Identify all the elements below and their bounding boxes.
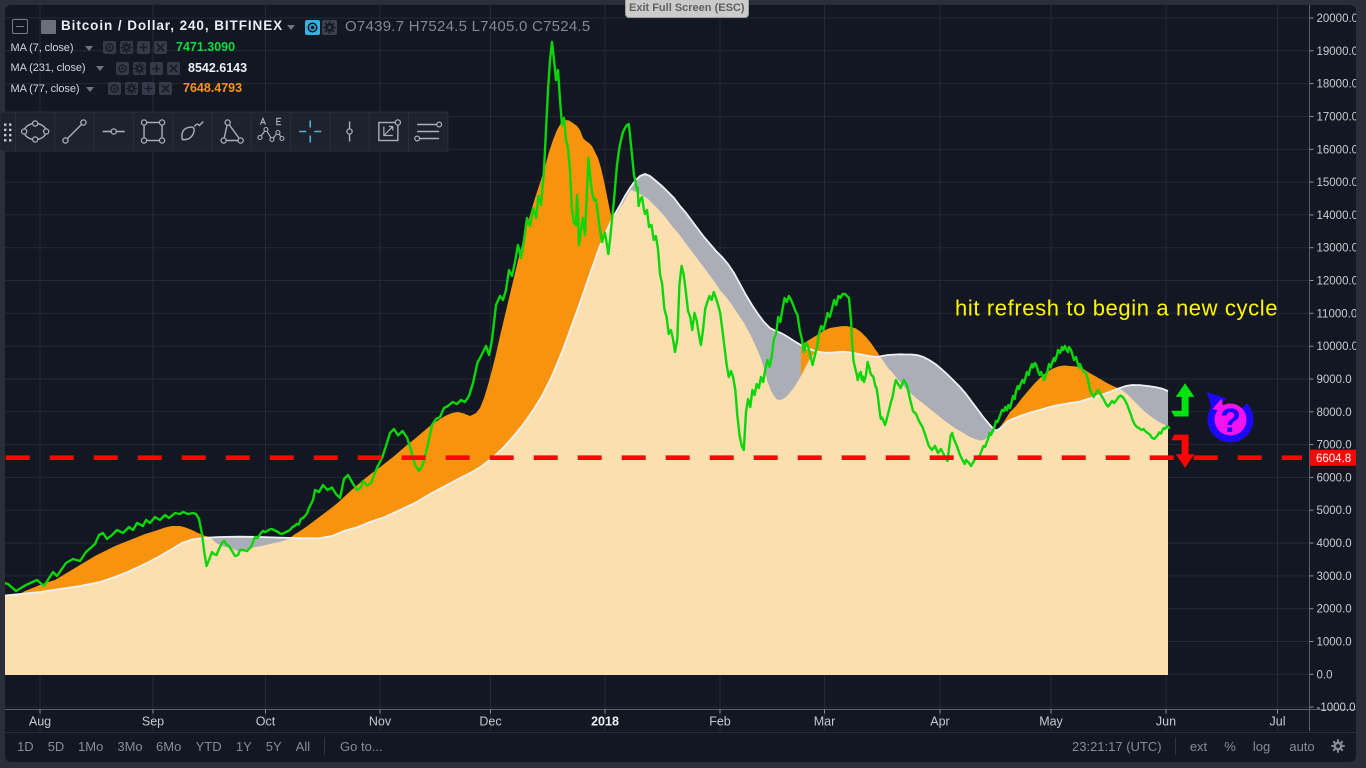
svg-text:2000.0: 2000.0 (1317, 604, 1352, 616)
svg-text:Apr: Apr (930, 715, 949, 729)
svg-text:20000.0: 20000.0 (1317, 13, 1357, 25)
svg-text:0.0: 0.0 (1317, 669, 1333, 681)
svg-text:Jun: Jun (1156, 715, 1176, 729)
svg-text:5000.0: 5000.0 (1317, 505, 1352, 517)
svg-text:12000.0: 12000.0 (1317, 276, 1357, 288)
svg-text:19000.0: 19000.0 (1317, 46, 1357, 58)
svg-text:14000.0: 14000.0 (1317, 210, 1357, 222)
svg-text:9000.0: 9000.0 (1317, 374, 1352, 386)
svg-text:Mar: Mar (814, 715, 836, 729)
svg-text:18000.0: 18000.0 (1317, 79, 1357, 91)
svg-text:2018: 2018 (591, 715, 619, 729)
svg-text:3000.0: 3000.0 (1317, 571, 1352, 583)
svg-text:7000.0: 7000.0 (1317, 440, 1352, 452)
svg-text:4000.0: 4000.0 (1317, 538, 1352, 550)
svg-text:15000.0: 15000.0 (1317, 177, 1357, 189)
svg-text:1000.0: 1000.0 (1317, 637, 1352, 649)
svg-text:Jul: Jul (1270, 715, 1286, 729)
svg-text:hit refresh to begin a new cyc: hit refresh to begin a new cycle (955, 296, 1278, 321)
svg-text:-1000.0: -1000.0 (1317, 702, 1356, 714)
svg-text:Aug: Aug (29, 715, 51, 729)
svg-text:13000.0: 13000.0 (1317, 243, 1357, 255)
svg-text:May: May (1039, 715, 1063, 729)
svg-text:10000.0: 10000.0 (1317, 341, 1357, 353)
svg-text:Nov: Nov (369, 715, 392, 729)
svg-text:16000.0: 16000.0 (1317, 144, 1357, 156)
svg-text:Feb: Feb (709, 715, 731, 729)
svg-text:8000.0: 8000.0 (1317, 407, 1352, 419)
svg-text:Sep: Sep (142, 715, 164, 729)
svg-text:17000.0: 17000.0 (1317, 112, 1357, 124)
svg-text:Oct: Oct (256, 715, 276, 729)
svg-text:6000.0: 6000.0 (1317, 472, 1352, 484)
svg-text:6604.8: 6604.8 (1316, 453, 1351, 465)
svg-text:?: ? (1220, 402, 1241, 440)
svg-text:Dec: Dec (479, 715, 501, 729)
svg-text:11000.0: 11000.0 (1317, 308, 1357, 320)
